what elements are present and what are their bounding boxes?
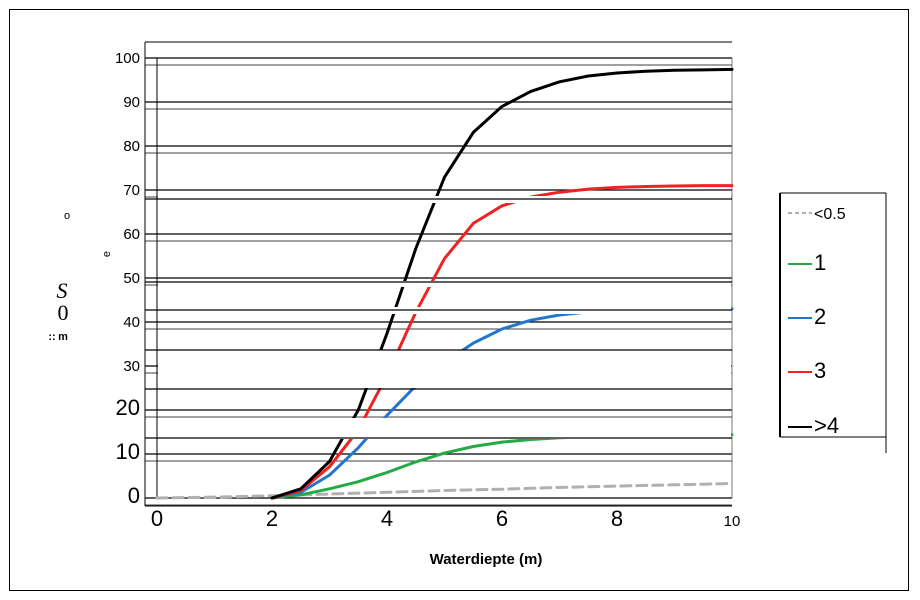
mask-band [158,418,731,439]
series-line-2 [270,307,734,500]
x-tick-label: 10 [724,513,741,530]
x-tick-label: 0 [151,506,163,531]
legend-label: >4 [814,413,839,438]
y-tick-label: 30 [123,358,140,375]
y-tick-label: 60 [123,226,140,243]
y-label-fragment: :: [48,331,55,343]
chart-frame [9,9,909,591]
mask-band [158,350,731,388]
series-line-3 [270,184,734,500]
series-line-05 [155,482,734,500]
legend-label: 3 [814,358,826,383]
legend-label: 1 [814,250,826,275]
legend-label: <0.5 [814,206,846,223]
x-tick-label: 6 [496,506,508,531]
y-tick-label: 0 [128,483,140,508]
y-label-fragment: o [64,210,70,222]
x-tick-label: 4 [381,506,393,531]
x-tick-label: 2 [266,506,278,531]
mask-band [158,281,731,287]
y-tick-label: 80 [123,138,140,155]
y-tick-label: 40 [123,314,140,331]
y-tick-label: 90 [123,94,140,111]
y-tick-label: 70 [123,182,140,199]
y-tick-label: 100 [115,50,140,67]
y-label-fragment: m [58,331,68,343]
y-tick-label: 20 [116,395,140,420]
y-label-fragment: S [57,278,68,303]
y-tick-label: 50 [123,270,140,287]
y-label-fragment: e [101,251,113,257]
y-label-fragment: 0 [58,300,69,325]
y-tick-label: 10 [116,439,140,464]
x-tick-label: 8 [611,506,623,531]
x-axis-label: Waterdiepte (m) [430,551,543,568]
legend-label: 2 [814,304,826,329]
